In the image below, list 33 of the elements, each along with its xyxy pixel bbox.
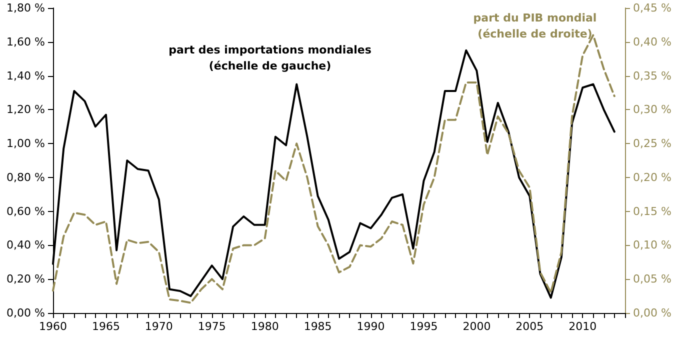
y2-tick-label: 0,40 % [633,35,672,48]
y2-tick-label: 0,25 % [633,137,672,150]
x-tick-label: 2000 [462,320,491,333]
y-tick-label: 0,60 % [6,204,45,218]
x-tick-label: 1975 [198,320,226,333]
x-tick-label: 1990 [356,320,385,333]
y2-tick-label: 0,00 % [633,306,672,320]
y2-tick-label: 0,05 % [633,272,672,286]
y-tick-label: 0,80 % [6,170,45,184]
text: part des importations mondiales (échelle de gauche) [168,44,372,72]
x-tick-label: 2005 [516,320,544,333]
x-tick-label: 1965 [92,320,120,333]
y-tick-label: 0,20 % [6,272,45,286]
y2-tick-label: 0,45 % [633,2,672,14]
y-tick-label: 1,40 % [6,69,45,82]
y-tick-label: 1,60 % [6,35,45,48]
y-tick-label: 0,00 % [6,306,45,320]
y2-tick-label: 0,15 % [633,204,672,218]
y-tick-label: 1,20 % [6,103,45,116]
y-tick-label: 1,80 % [6,2,45,14]
x-tick-label: 1985 [304,320,332,333]
x-tick-label: 1970 [144,320,173,333]
y-tick-label: 1,00 % [6,137,45,150]
series-label: part du PIB mondial (échelle de droite) [473,12,597,40]
y2-tick-label: 0,10 % [633,238,672,252]
x-tick-label: 1980 [250,320,279,333]
y-tick-label: 0,40 % [6,238,45,252]
y2-tick-label: 0,35 % [633,69,672,82]
y2-tick-label: 0,20 % [633,170,672,184]
x-tick-label: 1995 [410,320,438,333]
y2-tick-label: 0,30 % [633,103,672,116]
x-tick-label: 2010 [568,320,597,333]
x-tick-label: 1960 [39,320,67,333]
